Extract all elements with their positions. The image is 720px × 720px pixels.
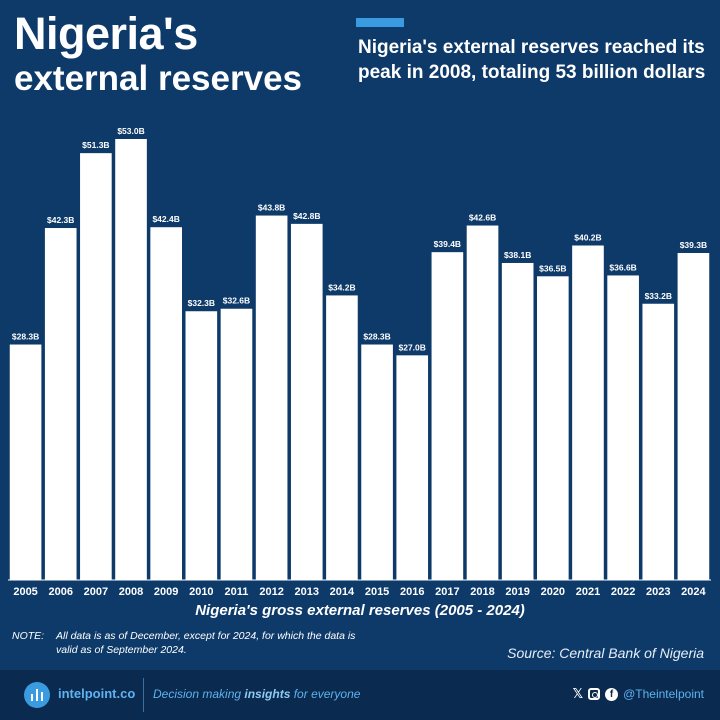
bar-2024 [677,252,710,581]
data-label-2017: $39.4B [434,239,461,249]
tagline-start: Decision making [153,687,245,701]
data-label-2023: $33.2B [645,291,672,301]
bar-2015 [361,344,393,580]
x-tick-label-2012: 2012 [259,586,283,598]
x-tick-label-2014: 2014 [330,586,355,598]
tagline-end: for everyone [290,687,361,701]
data-label-2010: $32.3B [188,298,215,308]
chart-subtitle: Nigeria's gross external reserves (2005 … [195,602,525,619]
data-label-2012: $43.8B [258,203,285,213]
x-tick-label-2007: 2007 [84,586,108,598]
bar-2018 [466,225,499,581]
bar-2005 [9,344,42,580]
note-label: NOTE: [12,630,45,642]
data-label-2018: $42.6B [469,213,496,223]
data-label-2015: $28.3B [363,332,390,342]
intelpoint-logo-icon [24,682,50,708]
data-label-2024: $39.3B [680,240,707,250]
accent-bar [356,18,404,27]
bar-2020 [537,276,569,580]
x-tick-label-2024: 2024 [681,586,706,598]
data-label-2009: $42.4B [152,214,179,224]
x-tick-label-2021: 2021 [576,586,600,598]
data-label-2013: $42.8B [293,211,320,221]
bar-2012 [255,215,288,580]
footer: intelpoint.co Decision making insights f… [0,670,720,720]
social-handle[interactable]: @Theintelpoint [623,687,704,701]
source-text: Source: Central Bank of Nigeria [507,645,704,661]
bar-2011 [220,308,253,580]
bar-2006 [44,228,77,580]
x-tick-label-2009: 2009 [154,586,178,598]
bar-2021 [572,245,604,580]
title-line-2: external reserves [14,58,302,98]
bar-2019 [501,262,534,580]
title-line-1: Nigeria's [14,8,198,59]
headline: Nigeria's external reserves reached its … [358,37,706,83]
tagline-bold: insights [244,687,291,701]
data-label-2007: $51.3B [82,140,109,150]
footer-divider [143,678,144,712]
data-label-2021: $40.2B [574,233,601,243]
x-tick-label-2005: 2005 [13,586,37,598]
data-label-2020: $36.5B [539,263,566,273]
bar-2009 [150,227,182,580]
x-tick-label-2016: 2016 [400,586,424,598]
note-text: All data is as of December, except for 2… [56,630,356,656]
x-tick-label-2011: 2011 [225,586,249,598]
x-tick-label-2010: 2010 [189,586,213,598]
x-tick-label-2019: 2019 [505,586,529,598]
bar-2014 [326,295,358,580]
x-tick-label-2020: 2020 [541,586,565,598]
x-tick-label-2006: 2006 [48,586,72,598]
bar-2016 [396,355,429,580]
bar-2008 [115,139,147,580]
data-label-2008: $53.0B [117,126,144,136]
data-label-2011: $32.6B [223,296,250,306]
x-icon[interactable]: 𝕏 [572,686,584,701]
data-label-2014: $34.2B [328,282,355,292]
brand-link[interactable]: intelpoint.co [58,686,136,701]
x-tick-label-2018: 2018 [470,586,494,598]
x-tick-label-2015: 2015 [365,586,389,598]
tagline: Decision making insights for everyone [153,687,360,701]
data-label-2005: $28.3B [12,332,39,342]
bar-2007 [80,153,112,581]
x-tick-label-2023: 2023 [646,586,670,598]
bar-2010 [185,311,218,580]
data-label-2006: $42.3B [47,215,74,225]
data-label-2022: $36.6B [609,262,636,272]
social-links: 𝕏 f @Theintelpoint [573,686,704,702]
x-tick-label-2022: 2022 [611,586,635,598]
facebook-icon[interactable]: f [605,687,619,701]
data-label-2019: $38.1B [504,250,531,260]
x-tick-label-2017: 2017 [435,586,459,598]
bar-2017 [431,252,464,580]
instagram-icon[interactable] [588,688,601,700]
bar-2013 [290,223,323,580]
x-tick-label-2008: 2008 [119,586,143,598]
data-label-2016: $27.0B [399,342,426,352]
page-title: Nigeria's external reserves [14,10,302,97]
x-tick-label-2013: 2013 [295,586,319,598]
bar-2022 [607,275,639,580]
bar-2023 [642,303,675,580]
